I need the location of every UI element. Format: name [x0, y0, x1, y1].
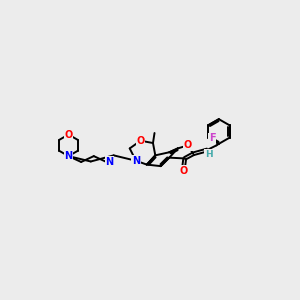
- Text: F: F: [209, 134, 215, 143]
- Text: H: H: [205, 150, 213, 159]
- Text: O: O: [184, 140, 192, 150]
- Text: N: N: [132, 156, 140, 166]
- Text: N: N: [106, 157, 114, 167]
- Text: O: O: [136, 136, 145, 146]
- Text: O: O: [64, 130, 73, 140]
- Text: N: N: [64, 151, 73, 161]
- Text: O: O: [179, 166, 187, 176]
